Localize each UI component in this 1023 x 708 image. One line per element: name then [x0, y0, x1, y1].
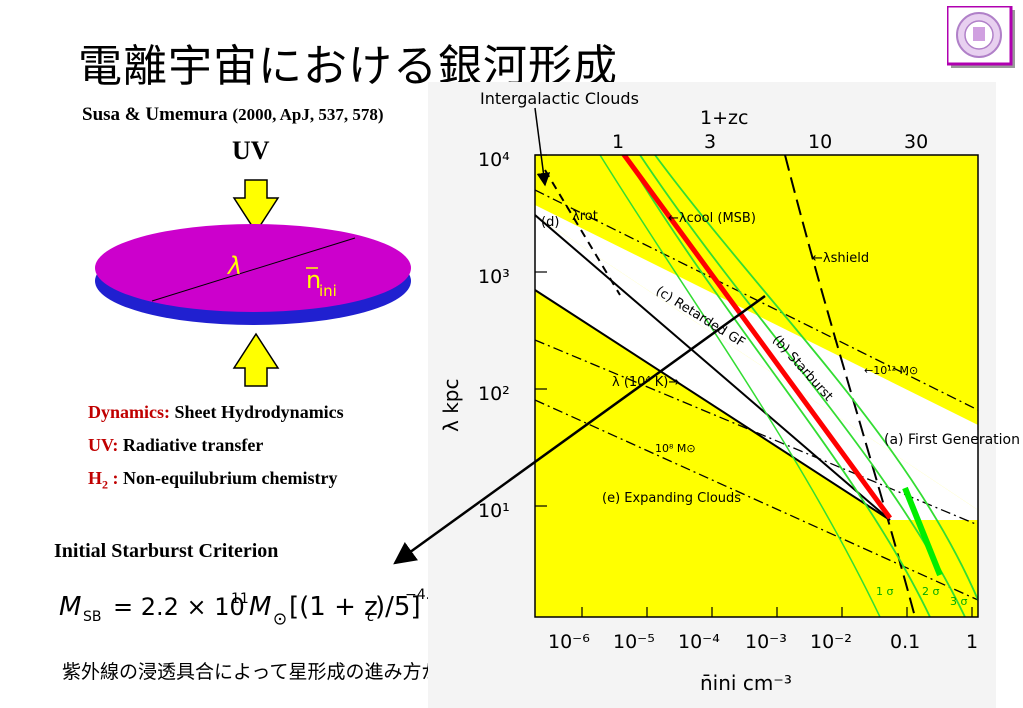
citation-authors: Susa & Umemura [82, 104, 228, 125]
n-ini-subscript: ini [319, 282, 337, 300]
sigma-2-curve [639, 155, 966, 617]
x-tick-label: 10⁻² [810, 631, 852, 653]
slide-title: 電離宇宙における銀河形成 [78, 41, 618, 92]
top-tick-label: 1 [612, 131, 624, 153]
lambda-shield-line [784, 155, 916, 617]
svg-text:[(1 + z: [(1 + z [289, 592, 378, 622]
svg-text:21: 21 [457, 590, 474, 605]
lambda-cool-line [621, 155, 893, 520]
lambda-temp-line [535, 214, 891, 521]
svg-text:0.6: 0.6 [487, 565, 509, 581]
y-tick-label: 10² [478, 383, 510, 405]
feature-h2: H2 : Non-equilubrium chemistry [88, 468, 338, 492]
plot-frame [534, 154, 979, 618]
sigma-3-label: 3 σ [950, 595, 967, 608]
retarded-boundary [535, 289, 891, 521]
x-tick-label: 1 [966, 631, 978, 653]
svg-text:SB: SB [83, 609, 102, 625]
svg-text:11: 11 [231, 591, 249, 607]
citation: Susa & Umemura (2000, ApJ, 537, 578) [82, 104, 384, 126]
n-ini-symbol: n [306, 266, 321, 294]
footnote: 紫外線の浸透具合によって星形成の進み方が違う [62, 661, 479, 683]
svg-text:= 2.2 × 10: = 2.2 × 10 [113, 593, 245, 621]
svg-text:M: M [249, 592, 271, 622]
sigma-3-curve [654, 155, 978, 603]
lambda-cool-label: ←λcool (MSB) [668, 211, 756, 226]
feature-dynamics: Dynamics: Sheet Hydrodynamics [88, 402, 344, 422]
region-c-label: (c) Retarded GF [653, 284, 748, 351]
y-tick-label: 10¹ [478, 500, 510, 522]
mass-12-label: ←10¹² M⊙ [864, 364, 918, 377]
svg-text:c: c [367, 609, 375, 625]
x-tick-label: 0.1 [890, 631, 920, 653]
green-bar [902, 486, 943, 577]
x-tick-label: 10⁻⁴ [678, 631, 720, 653]
sheet-top [95, 224, 411, 312]
top-tick-label: 30 [904, 131, 928, 153]
first-generation-region [535, 205, 978, 510]
starburst-formula: M SB = 2.2 × 10 11 M [(1 + z c )/5] −4.2… [59, 565, 509, 642]
x-tick-label: 10⁻⁶ [548, 631, 590, 653]
y-ticks [535, 154, 547, 507]
criterion-title: Initial Starburst Criterion [54, 540, 279, 562]
region-e-label: (e) Expanding Clouds [602, 491, 741, 506]
sheet-diagram: λ n ini [95, 179, 411, 387]
plot-area [535, 155, 978, 617]
y-tick-label: 10³ [478, 266, 510, 288]
y-axis-label: λ kpc [439, 379, 463, 432]
region-a-label: (a) First Generation [884, 432, 1020, 448]
top-tick-label: 10 [808, 131, 832, 153]
svg-text:M: M [59, 592, 81, 622]
svg-text:)/5]: )/5] [375, 592, 421, 622]
top-axis-label: 1+zc [700, 107, 748, 129]
lambda-symbol: λ [226, 252, 242, 280]
top-tick-label: 3 [704, 131, 716, 153]
citation-reference: (2000, ApJ, 537, 578) [232, 105, 384, 124]
sigma-1-label: 1 σ [876, 585, 893, 598]
uv-arrow-bottom [232, 332, 280, 387]
lambda-rot-label: λrot [572, 209, 598, 224]
mass-12-line [535, 339, 978, 526]
x-axis-label: n̄ini cm⁻³ [700, 671, 792, 695]
svg-text:−4.2: −4.2 [405, 587, 439, 603]
svg-text:I: I [445, 576, 452, 601]
sigma-2-label: 2 σ [922, 585, 939, 598]
sheet-thickness-line [151, 237, 356, 302]
uv-arrow-top [232, 179, 280, 234]
mass-8-label: 10⁸ M⊙ [655, 442, 696, 455]
x-ticks [581, 607, 973, 617]
pointer-arrow [393, 294, 766, 565]
lambda-shield-label: ←λshield [812, 251, 869, 266]
lambda-rot-line [535, 189, 978, 411]
sigma-1-lower-curve [599, 155, 881, 617]
feature-uv: UV: Radiative transfer [88, 435, 264, 455]
starburst-region [535, 215, 978, 520]
university-seal-logo [947, 6, 1015, 68]
region-b-label: (b) Starburst [769, 333, 836, 405]
sigma-1-curve [624, 155, 931, 617]
uv-label: UV [232, 136, 270, 165]
intergalactic-arrow [534, 107, 551, 187]
mass-8-line [535, 399, 978, 601]
x-tick-label: 10⁻⁵ [613, 631, 655, 653]
lambda-temp-label: λ (10⁴ K)→ [612, 375, 679, 390]
region-d-label: (d) [541, 215, 559, 230]
lambda-rot-dashed [544, 169, 621, 296]
svg-text:0.1: 0.1 [443, 616, 478, 641]
x-tick-label: 10⁻³ [745, 631, 787, 653]
y-tick-label: 10⁴ [478, 149, 510, 171]
